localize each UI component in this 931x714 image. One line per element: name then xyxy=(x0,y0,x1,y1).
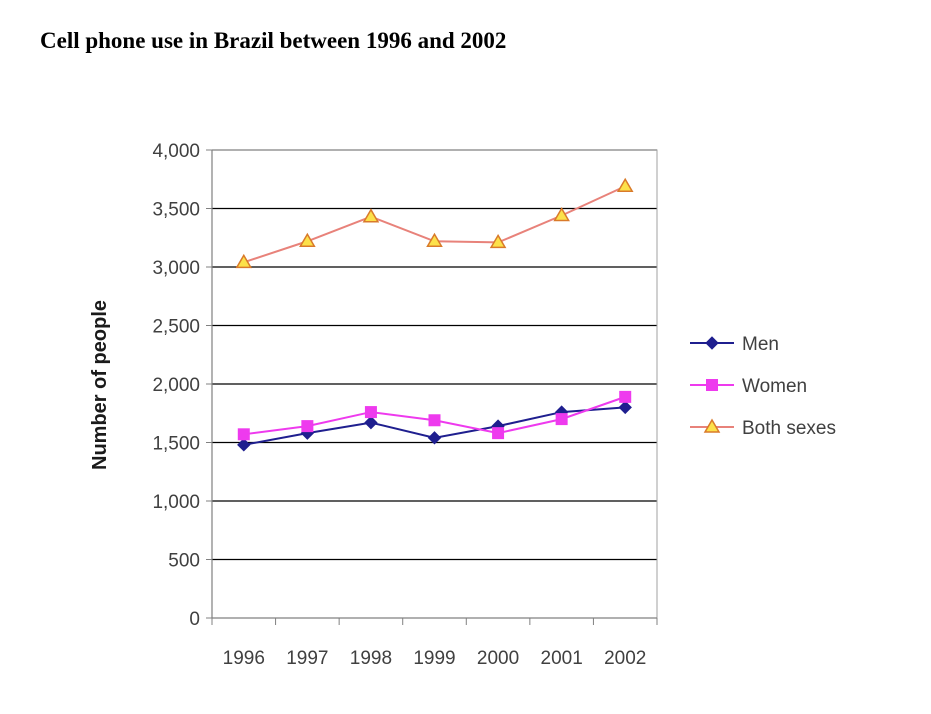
y-tick-labels: 0 500 1,000 1,500 2,000 2,500 3,000 3,500 4,000 xyxy=(152,141,200,630)
data-point-both-sexes xyxy=(553,207,570,222)
x-tick-label: 1999 xyxy=(413,648,455,669)
x-tick-label: 1998 xyxy=(350,648,392,669)
data-point-men xyxy=(364,415,378,430)
data-point-men xyxy=(237,438,251,452)
y-tick-label: 0 xyxy=(189,609,200,630)
data-point-women xyxy=(428,414,441,427)
data-point-women xyxy=(364,406,377,419)
legend-marker-men xyxy=(705,336,719,350)
y-tick-label: 3,500 xyxy=(152,200,200,221)
data-point-both-sexes xyxy=(426,232,443,248)
data-point-both-sexes xyxy=(616,177,634,193)
y-tick-label: 3,000 xyxy=(152,258,200,279)
data-point-women xyxy=(492,427,505,440)
x-tick-labels: 1996 1997 1998 1999 2000 2001 2002 xyxy=(223,648,647,669)
x-tick-label: 1996 xyxy=(223,648,265,669)
data-point-women xyxy=(237,428,250,441)
data-point-both-sexes xyxy=(299,232,316,248)
legend-label-both-sexes: Both sexes xyxy=(742,418,836,439)
y-tick-label: 1,500 xyxy=(152,434,200,455)
legend-marker-women xyxy=(706,379,718,391)
y-tick-label: 2,000 xyxy=(152,375,200,396)
data-point-women xyxy=(301,420,314,433)
chart-title: Cell phone use in Brazil between 1996 an… xyxy=(40,28,507,53)
legend: Men Women Both sexes xyxy=(690,334,836,439)
gridlines xyxy=(212,149,657,561)
data-point-men xyxy=(618,400,632,415)
y-tick-label: 1,000 xyxy=(152,492,200,513)
data-point-both-sexes xyxy=(362,208,380,223)
data-point-women xyxy=(555,413,568,426)
x-tick-label: 1997 xyxy=(286,648,328,669)
legend-label-men: Men xyxy=(742,334,779,355)
series-line-both-sexes xyxy=(243,185,626,264)
x-tick-label: 2000 xyxy=(477,648,519,669)
axes xyxy=(206,149,658,625)
y-tick-label: 4,000 xyxy=(152,141,200,162)
y-axis-title: Number of people xyxy=(89,300,111,470)
data-point-women xyxy=(619,390,632,403)
legend-marker-both-sexes xyxy=(703,418,721,433)
data-point-men xyxy=(427,431,442,445)
y-tick-label: 500 xyxy=(168,551,200,572)
y-tick-label: 2,500 xyxy=(152,317,200,338)
x-tick-label: 2001 xyxy=(541,648,583,669)
data-point-both-sexes xyxy=(489,233,507,249)
legend-label-women: Women xyxy=(742,376,807,397)
series-lines xyxy=(235,177,634,452)
x-tick-label: 2002 xyxy=(604,648,646,669)
data-point-both-sexes xyxy=(235,253,253,269)
